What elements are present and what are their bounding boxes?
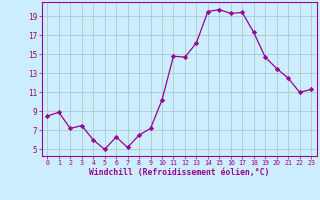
X-axis label: Windchill (Refroidissement éolien,°C): Windchill (Refroidissement éolien,°C) [89,168,269,177]
